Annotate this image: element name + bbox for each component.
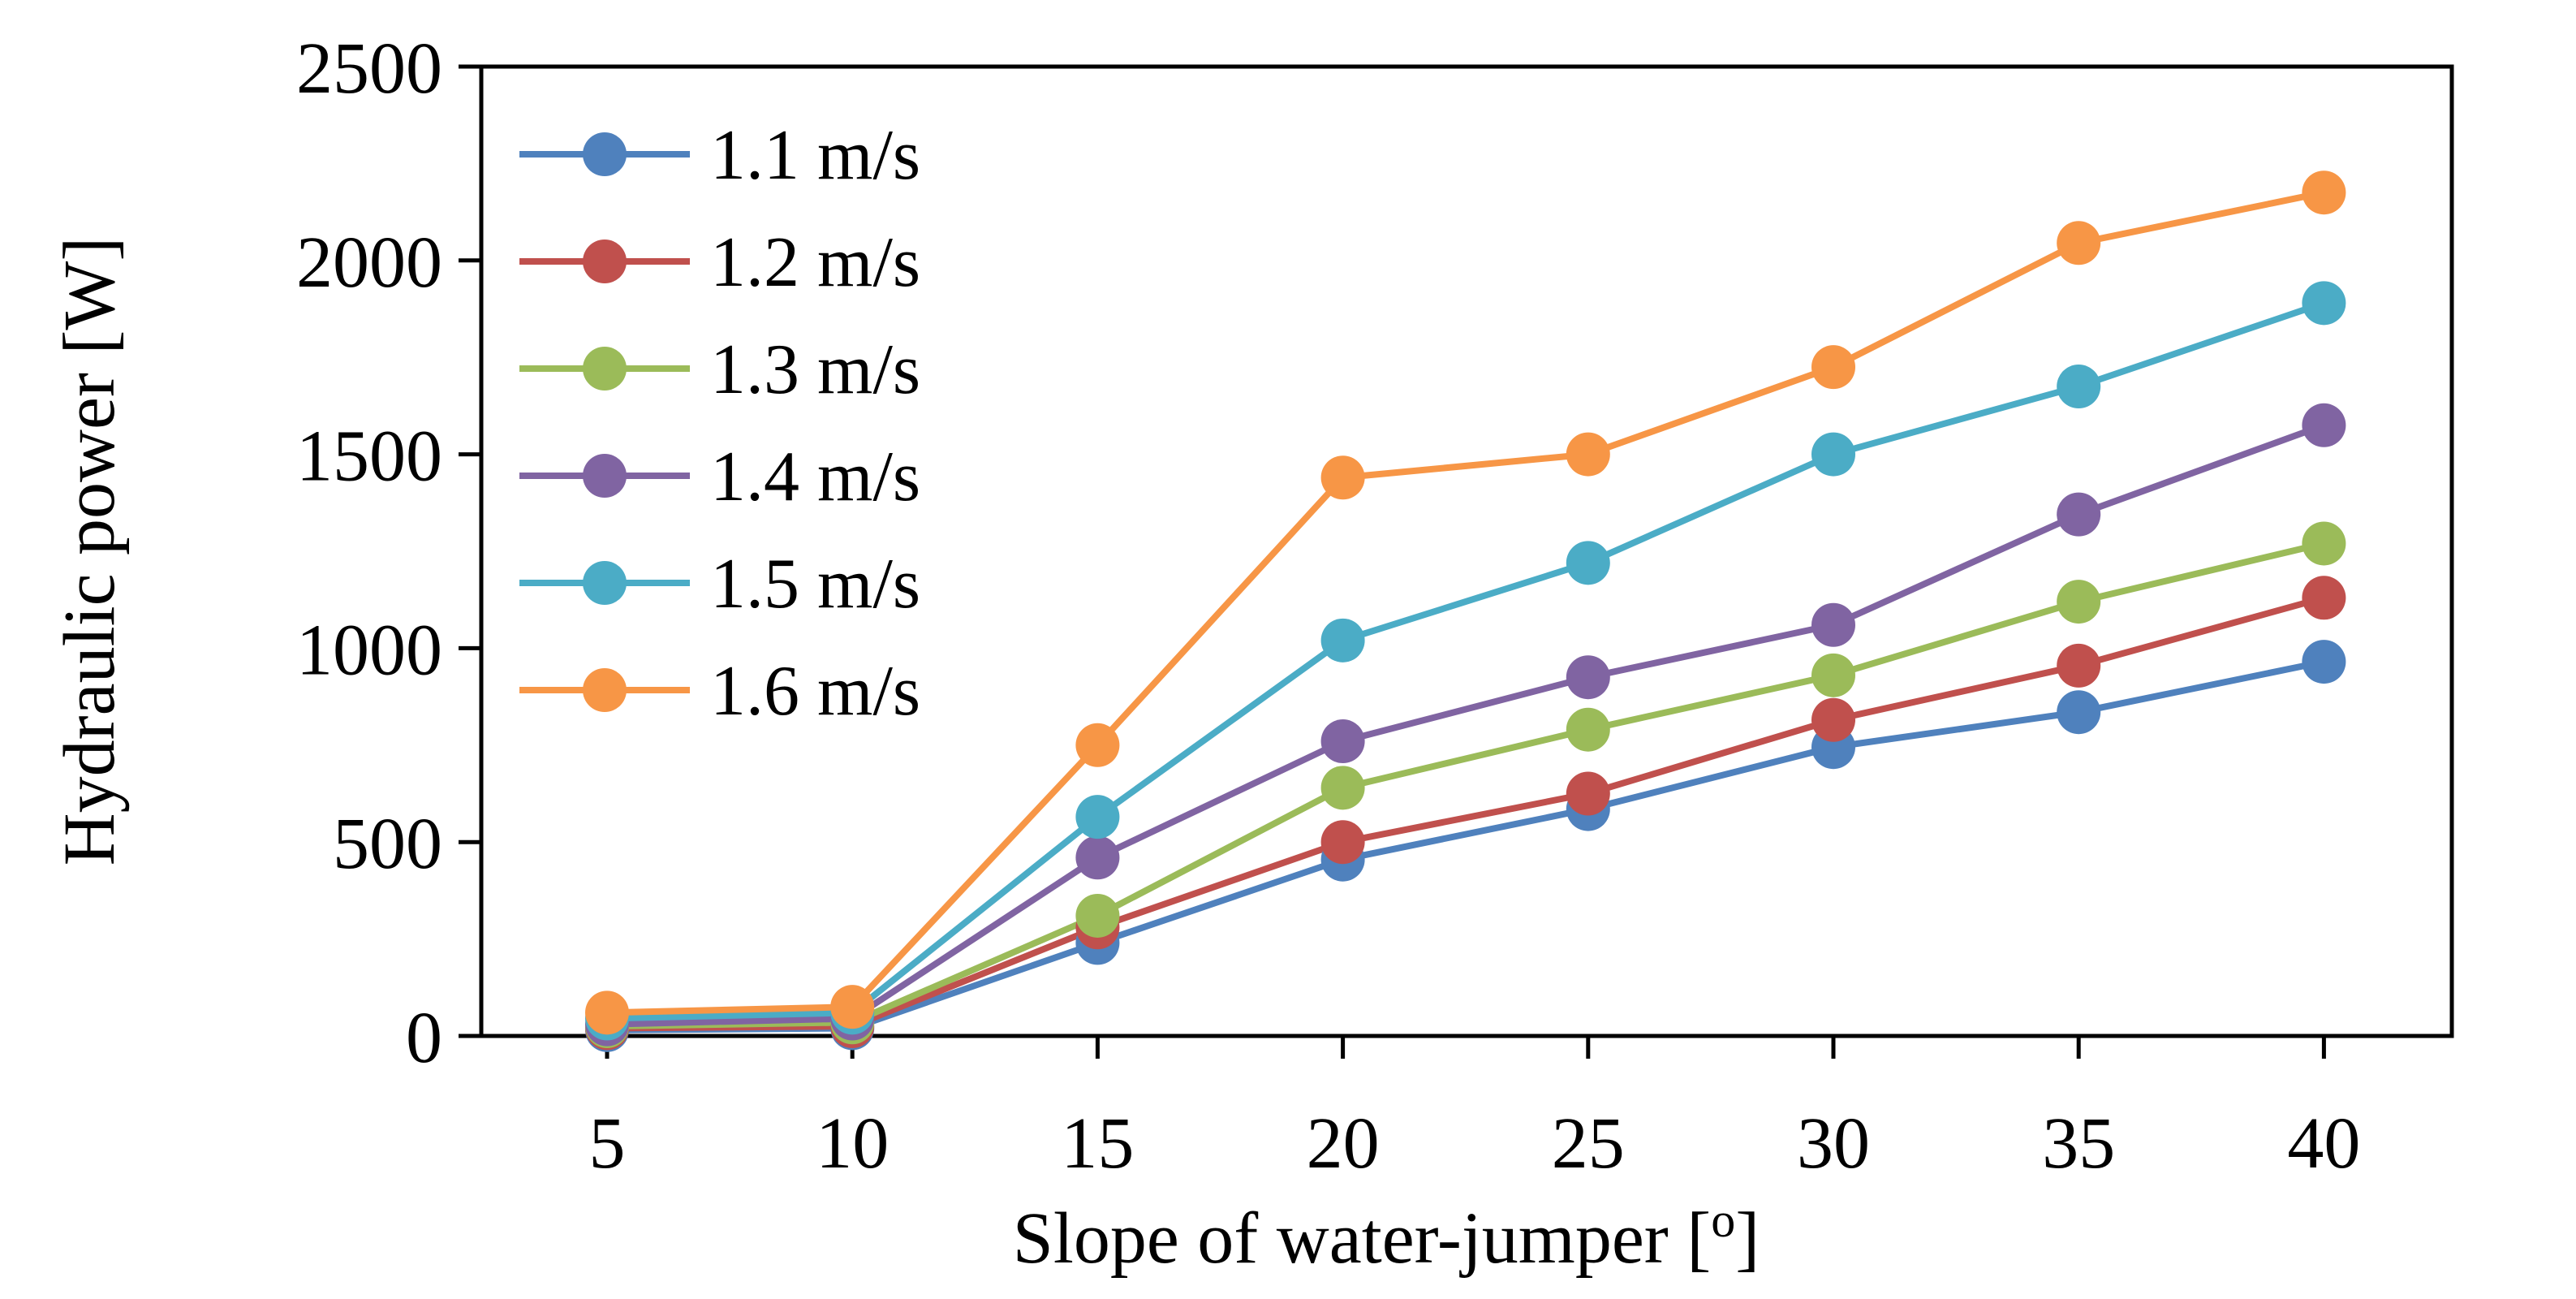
- y-axis-title: Hydraulic power [W]: [50, 237, 130, 866]
- data-point: [1811, 345, 1855, 390]
- legend-marker: [583, 454, 627, 498]
- data-point: [585, 990, 629, 1035]
- x-tick-label: 35: [2042, 1103, 2115, 1184]
- legend-label: 1.5 m/s: [710, 545, 920, 624]
- data-point: [2302, 576, 2346, 620]
- data-point: [2302, 281, 2346, 326]
- y-tick-label: 2500: [296, 28, 442, 109]
- data-point: [2302, 403, 2346, 447]
- data-point: [1320, 766, 1365, 810]
- y-tick-label: 2000: [296, 222, 442, 303]
- legend-label: 1.1 m/s: [710, 116, 920, 195]
- series-line: [606, 422, 2325, 1028]
- legend-label: 1.2 m/s: [710, 223, 920, 302]
- x-tick-label: 20: [1307, 1103, 1380, 1184]
- x-axis-title-degree: o: [1711, 1193, 1735, 1247]
- x-tick-label: 15: [1061, 1103, 1134, 1184]
- data-point: [1075, 893, 1120, 938]
- x-axis-title-main: Slope of water-jumper [: [1013, 1198, 1711, 1279]
- data-point: [1566, 771, 1610, 816]
- data-point: [2057, 365, 2101, 409]
- data-point: [2057, 580, 2101, 624]
- legend-marker: [583, 561, 627, 605]
- legend-marker: [583, 347, 627, 391]
- x-tick-label: 5: [589, 1103, 626, 1184]
- y-axis: 0 500 1000 1500 2000 2500: [296, 28, 481, 1078]
- data-point: [2057, 221, 2101, 265]
- data-point: [2302, 170, 2346, 215]
- y-tick-label: 500: [333, 804, 442, 884]
- x-tick-label: 40: [2287, 1103, 2360, 1184]
- series-line: [606, 189, 2325, 1016]
- data-point: [2057, 690, 2101, 735]
- x-tick-label: 25: [1552, 1103, 1625, 1184]
- data-point: [2057, 492, 2101, 537]
- legend-label: 1.6 m/s: [710, 652, 920, 731]
- x-axis: 5 10 15 20 25 30 35 40: [589, 1036, 2360, 1184]
- series-line: [606, 594, 2325, 1032]
- data-point: [1811, 653, 1855, 697]
- data-point: [1811, 602, 1855, 647]
- x-tick-label: 10: [816, 1103, 889, 1184]
- data-point: [2057, 643, 2101, 688]
- legend-label: 1.4 m/s: [710, 438, 920, 516]
- plot-frame: [479, 64, 2454, 1038]
- data-point: [1566, 541, 1610, 585]
- legend-marker: [583, 668, 627, 712]
- data-point: [1320, 719, 1365, 764]
- data-point: [1566, 707, 1610, 752]
- x-axis-title: Slope of water-jumper [o]: [1013, 1193, 1760, 1279]
- data-point: [2302, 640, 2346, 684]
- data-point: [1566, 432, 1610, 477]
- data-point: [1566, 655, 1610, 700]
- y-tick-label: 1000: [296, 610, 442, 690]
- y-tick-label: 1500: [296, 416, 442, 497]
- data-point: [1320, 618, 1365, 662]
- series-layer: [585, 170, 2346, 1052]
- data-point: [1075, 723, 1120, 767]
- legend-marker: [583, 132, 627, 176]
- legend-label: 1.3 m/s: [710, 330, 920, 409]
- data-point: [1075, 795, 1120, 839]
- legend-marker: [583, 240, 627, 283]
- data-point: [1811, 432, 1855, 477]
- series-line: [606, 658, 2325, 1034]
- series-line: [606, 300, 2325, 1022]
- x-axis-title-end: ]: [1735, 1198, 1760, 1279]
- data-point: [1320, 455, 1365, 500]
- series-line: [606, 540, 2325, 1030]
- x-tick-label: 30: [1797, 1103, 1870, 1184]
- data-point: [1075, 835, 1120, 880]
- y-tick-label: 0: [406, 998, 442, 1078]
- data-point: [2302, 521, 2346, 566]
- data-point: [830, 985, 875, 1029]
- legend: 1.1 m/s 1.2 m/s 1.3 m/s 1.4 m/s 1.5 m/s 1.6 m…: [519, 116, 920, 731]
- data-point: [1811, 697, 1855, 742]
- data-point: [1320, 820, 1365, 865]
